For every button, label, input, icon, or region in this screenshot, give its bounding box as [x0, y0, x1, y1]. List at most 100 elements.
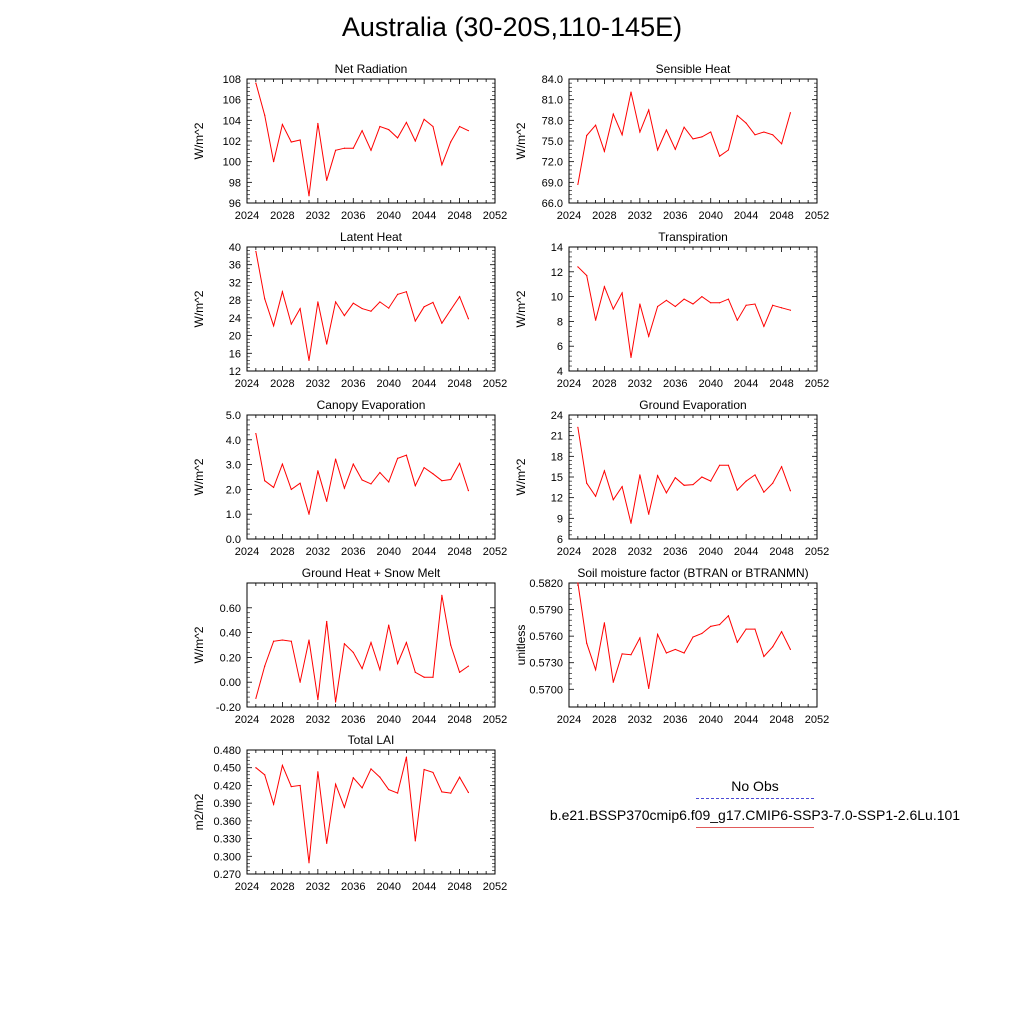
x-tick-label: 2052 — [483, 546, 507, 558]
data-point — [594, 495, 597, 497]
y-axis-label: W/m^2 — [514, 290, 528, 327]
y-axis-label: m2/m2 — [192, 793, 206, 830]
data-point — [710, 480, 712, 482]
panel-title: Latent Heat — [340, 230, 403, 244]
y-tick-label: 10 — [551, 292, 563, 304]
data-point — [789, 648, 792, 651]
data-point — [754, 474, 756, 476]
y-tick-label: 0.360 — [213, 816, 241, 828]
data-point — [450, 644, 452, 646]
data-point — [577, 426, 579, 428]
y-tick-label: 3.0 — [226, 460, 241, 472]
data-point — [264, 298, 266, 300]
plot-frame — [246, 78, 496, 204]
data-point — [423, 118, 425, 120]
data-point — [586, 274, 588, 277]
data-point — [683, 126, 685, 128]
data-point — [334, 149, 337, 151]
data-point — [648, 335, 650, 337]
x-tick-label: 2024 — [235, 714, 259, 726]
x-tick-label: 2024 — [235, 378, 259, 390]
y-tick-label: 96 — [229, 198, 241, 210]
data-point — [612, 113, 614, 115]
y-tick-label: 12 — [229, 366, 241, 378]
data-point — [683, 652, 685, 654]
data-point — [630, 356, 632, 358]
data-point — [361, 787, 363, 789]
x-tick-label: 2036 — [341, 714, 365, 726]
data-point — [789, 490, 792, 492]
x-tick-label: 2024 — [235, 881, 259, 893]
data-point — [352, 302, 354, 304]
data-point — [701, 136, 703, 138]
data-point — [639, 131, 641, 133]
data-point — [467, 490, 470, 492]
data-point — [586, 482, 588, 484]
data-point — [370, 483, 372, 485]
data-point — [299, 139, 301, 141]
chart-panel: Soil moisture factor (BTRAN or BTRANMN) 2… — [514, 566, 829, 726]
y-tick-label: 0.5820 — [529, 578, 563, 590]
data-point — [603, 150, 606, 152]
data-point — [405, 641, 408, 644]
data-point — [308, 862, 310, 864]
data-point — [789, 309, 792, 311]
data-point — [272, 486, 275, 489]
y-axis-label: W/m^2 — [514, 122, 528, 159]
data-point — [326, 500, 328, 502]
data-point — [727, 149, 730, 151]
data-point — [352, 651, 354, 654]
data-point — [334, 458, 337, 460]
data-point — [326, 842, 328, 844]
y-tick-label: 78.0 — [542, 115, 563, 127]
x-tick-label: 2044 — [734, 210, 758, 222]
data-point — [396, 137, 399, 139]
x-tick-label: 2040 — [376, 210, 400, 222]
x-tick-label: 2024 — [557, 210, 581, 222]
data-point — [272, 640, 275, 642]
x-tick-label: 2052 — [805, 378, 829, 390]
x-tick-label: 2024 — [557, 714, 581, 726]
data-point — [745, 304, 747, 306]
x-tick-label: 2028 — [270, 714, 294, 726]
x-tick-label: 2024 — [557, 546, 581, 558]
data-point — [414, 320, 416, 322]
data-point — [701, 476, 703, 478]
legend-model-line — [696, 827, 814, 828]
x-tick-label: 2040 — [698, 714, 722, 726]
x-tick-label: 2036 — [663, 378, 687, 390]
data-point — [388, 481, 390, 483]
data-point — [450, 792, 452, 794]
data-point — [334, 701, 337, 703]
data-point — [255, 433, 257, 435]
x-tick-label: 2028 — [592, 546, 616, 558]
x-tick-label: 2044 — [734, 546, 758, 558]
y-tick-label: 0.450 — [213, 763, 241, 775]
data-point — [736, 641, 738, 643]
data-point — [621, 486, 623, 488]
data-point — [467, 130, 470, 132]
data-point — [432, 771, 434, 774]
data-point — [665, 129, 668, 131]
y-axis-label: W/m^2 — [192, 458, 206, 495]
chart-panel: Total LAI 2024 2028 2032 2036 2040 2044 2048 205… — [192, 733, 507, 893]
data-point — [290, 786, 292, 788]
data-point — [264, 114, 266, 116]
data-point — [692, 303, 694, 305]
data-point — [458, 776, 461, 778]
data-point — [264, 665, 266, 667]
y-tick-label: 18 — [551, 451, 563, 463]
data-point — [299, 307, 301, 310]
data-point — [772, 482, 774, 484]
x-tick-label: 2048 — [447, 714, 471, 726]
x-tick-label: 2036 — [341, 378, 365, 390]
data-point — [272, 325, 275, 327]
x-tick-label: 2040 — [698, 546, 722, 558]
panel-title: Soil moisture factor (BTRAN or BTRANMN) — [577, 566, 808, 580]
data-point — [388, 307, 390, 309]
data-point — [396, 293, 399, 295]
data-point — [281, 291, 284, 293]
y-tick-label: 69.0 — [542, 177, 563, 189]
data-point — [754, 134, 756, 136]
